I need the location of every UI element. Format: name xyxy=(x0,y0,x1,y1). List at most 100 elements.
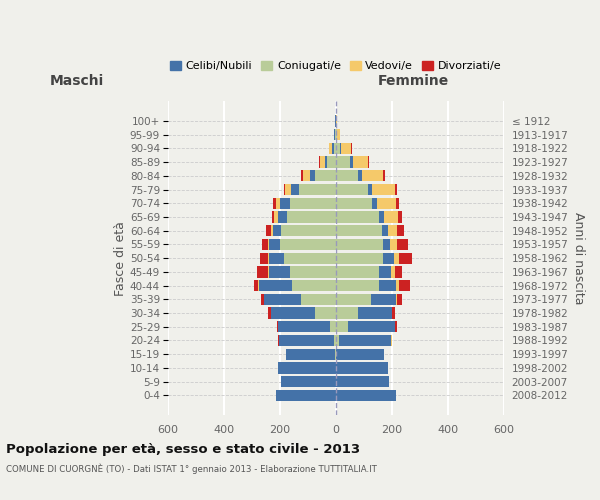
Bar xyxy=(336,335,339,346)
Bar xyxy=(336,308,358,318)
Bar xyxy=(379,266,391,278)
Bar xyxy=(290,198,336,209)
Bar xyxy=(303,170,310,181)
Bar xyxy=(382,225,388,236)
Bar xyxy=(287,212,336,222)
Bar xyxy=(368,156,370,168)
Bar xyxy=(383,239,390,250)
Bar xyxy=(397,225,404,236)
Bar xyxy=(336,129,337,140)
Bar xyxy=(362,170,383,181)
Bar xyxy=(275,198,280,209)
Bar xyxy=(275,390,336,401)
Bar xyxy=(372,184,395,195)
Bar xyxy=(284,184,286,195)
Bar xyxy=(391,266,395,278)
Bar xyxy=(290,266,336,278)
Bar xyxy=(397,198,399,209)
Bar xyxy=(301,170,303,181)
Bar xyxy=(280,198,290,209)
Bar xyxy=(261,294,264,305)
Bar xyxy=(281,225,336,236)
Bar xyxy=(336,239,383,250)
Bar xyxy=(336,280,379,291)
Bar xyxy=(396,294,397,305)
Bar xyxy=(395,184,397,195)
Bar xyxy=(368,184,372,195)
Bar xyxy=(336,156,350,168)
Bar xyxy=(337,129,340,140)
Bar xyxy=(353,156,368,168)
Bar xyxy=(336,252,383,264)
Bar xyxy=(269,252,284,264)
Bar xyxy=(388,225,397,236)
Bar xyxy=(271,225,273,236)
Bar xyxy=(274,198,275,209)
Bar xyxy=(341,143,351,154)
Bar xyxy=(254,280,258,291)
Bar xyxy=(269,239,280,250)
Bar xyxy=(278,362,336,374)
Bar xyxy=(339,335,391,346)
Bar xyxy=(336,294,371,305)
Bar xyxy=(372,198,377,209)
Bar xyxy=(292,280,336,291)
Bar xyxy=(334,143,336,154)
Bar xyxy=(278,335,279,346)
Bar xyxy=(336,376,389,388)
Bar xyxy=(384,212,398,222)
Bar xyxy=(340,143,341,154)
Bar xyxy=(383,170,385,181)
Bar xyxy=(371,294,396,305)
Bar xyxy=(349,321,395,332)
Bar xyxy=(325,156,328,168)
Bar xyxy=(260,252,268,264)
Bar xyxy=(286,184,291,195)
Bar xyxy=(330,321,336,332)
Bar xyxy=(390,239,397,250)
Bar xyxy=(299,184,336,195)
Bar xyxy=(396,280,399,291)
Bar xyxy=(336,212,379,222)
Bar xyxy=(336,184,368,195)
Text: COMUNE DI CUORGNÈ (TO) - Dati ISTAT 1° gennaio 2013 - Elaborazione TUTTITALIA.IT: COMUNE DI CUORGNÈ (TO) - Dati ISTAT 1° g… xyxy=(6,464,377,474)
Bar xyxy=(278,321,330,332)
Bar xyxy=(394,252,399,264)
Text: Femmine: Femmine xyxy=(377,74,449,88)
Bar xyxy=(332,143,334,154)
Bar xyxy=(336,198,372,209)
Bar xyxy=(397,294,401,305)
Bar xyxy=(266,225,271,236)
Bar xyxy=(310,170,315,181)
Bar xyxy=(337,348,384,360)
Text: Maschi: Maschi xyxy=(50,74,104,88)
Bar xyxy=(398,212,402,222)
Bar xyxy=(274,212,278,222)
Legend: Celibi/Nubili, Coniugati/e, Vedovi/e, Divorziati/e: Celibi/Nubili, Coniugati/e, Vedovi/e, Di… xyxy=(166,56,506,76)
Bar xyxy=(273,225,281,236)
Bar xyxy=(280,239,336,250)
Bar xyxy=(377,198,397,209)
Bar xyxy=(262,239,268,250)
Bar xyxy=(291,184,299,195)
Bar xyxy=(278,212,287,222)
Bar xyxy=(286,348,335,360)
Bar xyxy=(336,225,382,236)
Text: Popolazione per età, sesso e stato civile - 2013: Popolazione per età, sesso e stato civil… xyxy=(6,442,360,456)
Bar xyxy=(395,266,402,278)
Bar xyxy=(336,170,358,181)
Bar xyxy=(379,212,384,222)
Bar xyxy=(329,143,332,154)
Bar xyxy=(265,294,301,305)
Bar xyxy=(399,252,412,264)
Bar xyxy=(383,252,394,264)
Bar xyxy=(268,308,271,318)
Bar xyxy=(315,308,336,318)
Bar xyxy=(397,239,407,250)
Bar xyxy=(336,143,340,154)
Bar xyxy=(358,308,392,318)
Bar xyxy=(334,335,336,346)
Bar xyxy=(279,335,334,346)
Bar xyxy=(336,362,388,374)
Bar xyxy=(350,156,353,168)
